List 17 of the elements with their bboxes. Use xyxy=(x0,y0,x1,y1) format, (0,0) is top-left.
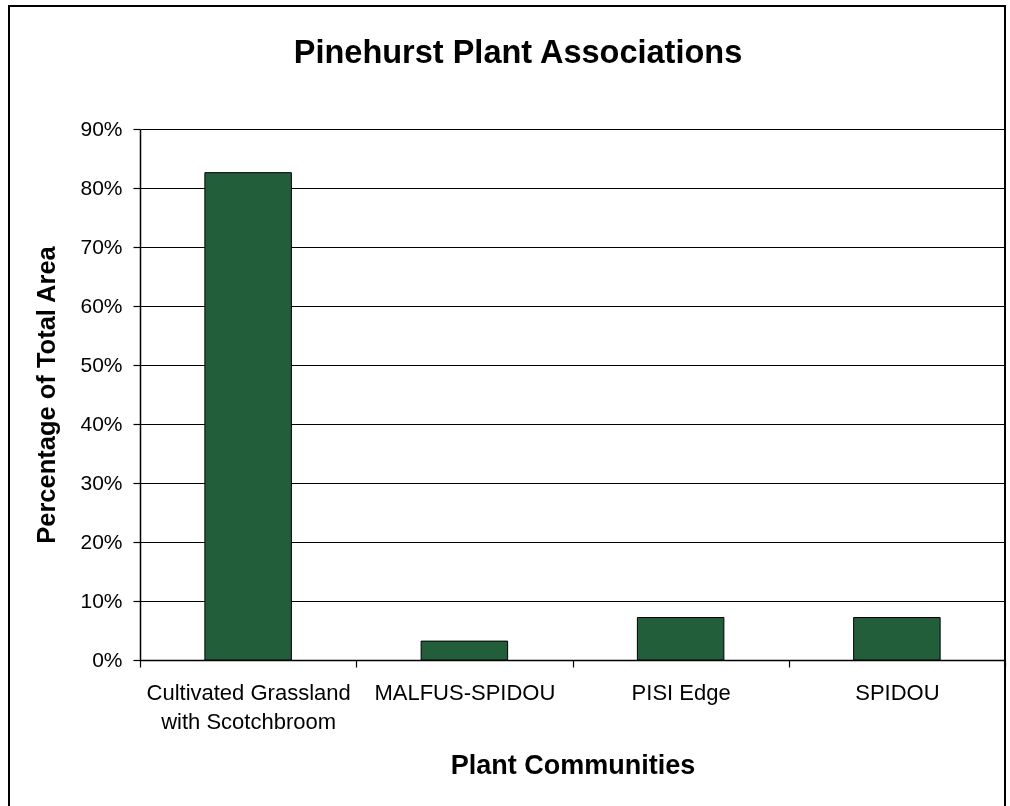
y-tick-label: 30% xyxy=(80,470,123,494)
x-tick-label: PISI Edge xyxy=(631,679,731,705)
y-tick-label: 50% xyxy=(80,352,123,376)
y-tick-label: 70% xyxy=(80,234,123,258)
y-tick-label: 90% xyxy=(80,116,123,140)
y-tick-label: 10% xyxy=(80,588,123,612)
y-tick-label: 0% xyxy=(92,647,123,671)
x-axis-title: Plant Communities xyxy=(450,749,696,780)
x-tick-label: MALFUS-SPIDOU xyxy=(374,679,556,705)
x-tick-label: Cultivated Grassland with Scotchbroom xyxy=(146,679,351,734)
y-tick-label: 20% xyxy=(80,529,123,553)
x-tick-label: SPIDOU xyxy=(855,679,940,705)
y-tick-label: 80% xyxy=(80,175,123,199)
y-tick-label: 60% xyxy=(80,293,123,317)
y-axis-title: Percentage of Total Area xyxy=(32,245,61,544)
y-tick-label: 40% xyxy=(80,411,123,435)
chart-title: Pinehurst Plant Associations xyxy=(293,33,743,70)
